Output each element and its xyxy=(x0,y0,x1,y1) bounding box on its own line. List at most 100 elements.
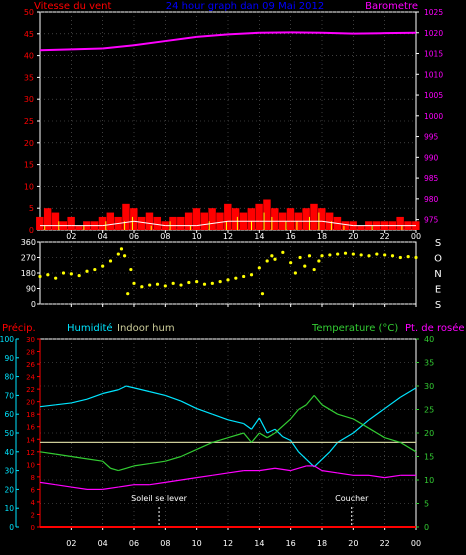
temperature-series xyxy=(39,395,417,472)
wind-dir-point xyxy=(320,254,324,258)
humidity-tick-label: 60 xyxy=(4,410,14,419)
wind-dir-point xyxy=(148,283,152,287)
wind-dir-point xyxy=(77,273,81,278)
humidity-tick-label: 0 xyxy=(9,523,14,532)
humidity-segment xyxy=(126,385,135,389)
wind-dir-point xyxy=(317,259,321,263)
wind-speed-bar xyxy=(192,208,201,230)
wind-dir-point xyxy=(210,281,214,285)
wind-dir-point xyxy=(303,264,307,268)
dew_point-segment xyxy=(384,474,401,479)
wind-speed-bar xyxy=(263,199,271,230)
wind-speed-bar xyxy=(224,203,232,230)
dew_point-segment xyxy=(102,486,119,490)
wind-dir-point xyxy=(265,259,269,263)
temperature-segment xyxy=(368,427,385,439)
wind-dir-point xyxy=(132,281,136,285)
wind-speed-bar xyxy=(318,208,326,230)
humidity-segment xyxy=(243,423,252,430)
wind-dir-point xyxy=(367,254,371,258)
wind-dir-point xyxy=(85,269,89,273)
temperature-segment xyxy=(165,455,182,462)
wind-speed-bar xyxy=(357,225,365,230)
wind-dir-point xyxy=(202,282,207,286)
wind-speed-bar xyxy=(341,221,350,230)
wind-speed-bar xyxy=(200,212,209,230)
temperature-segment xyxy=(337,413,354,420)
precip-tick-label: 2 xyxy=(31,511,35,519)
wind-dir-point xyxy=(129,267,133,272)
wind-dir-tick-label: 0 xyxy=(31,300,36,309)
wind-dir-tick-label: 270 xyxy=(21,254,36,263)
humidity-tick-label: 70 xyxy=(4,391,14,400)
baro-tick-label: 1005 xyxy=(424,91,443,100)
baro-tick-label: 995 xyxy=(424,133,439,142)
wind-speed-bar xyxy=(396,216,404,230)
x-tick-label: 14 xyxy=(254,232,264,241)
wind-speed-bar xyxy=(286,208,295,230)
wind-dir-point xyxy=(242,274,246,279)
x-tick-label: 10 xyxy=(192,539,202,548)
barometer-series xyxy=(39,31,417,52)
x-tick-label: 00 xyxy=(411,232,421,241)
temperature-segment xyxy=(227,432,244,439)
precip-tick-label: 24 xyxy=(26,374,35,382)
wind-speed-bar xyxy=(67,216,75,230)
dew_point-segment xyxy=(368,474,385,479)
wind-speed-bar xyxy=(153,216,162,230)
humidity-segment xyxy=(251,417,260,430)
baro-tick-label: 1010 xyxy=(424,70,443,79)
x-tick-label: 04 xyxy=(98,232,108,241)
wind-dir-point xyxy=(226,278,230,282)
temp-tick-label: 30 xyxy=(424,382,434,391)
baro-tick-label: 980 xyxy=(424,195,439,204)
x-tick-label: 20 xyxy=(348,539,358,548)
wind-dir-tick-label: 90 xyxy=(26,285,36,294)
precip-tick-label: 20 xyxy=(26,399,35,407)
humidity-label: Humidité xyxy=(67,322,113,334)
dew_point-segment xyxy=(313,465,323,472)
sun-event-label: Soleil se lever xyxy=(131,494,188,503)
humidity-segment xyxy=(282,436,291,442)
hum-temp-panel: 02 04 06 08 10 12 14 16 18 20 22 00 010203040506070… xyxy=(0,322,465,548)
barometer-segment xyxy=(133,40,166,47)
humidity-segment xyxy=(352,419,370,434)
temperature-segment xyxy=(180,448,197,458)
humidity-segment xyxy=(298,451,307,460)
wind-dir-point xyxy=(108,259,113,263)
wind-speed-bar xyxy=(137,216,146,230)
x-tick-label: 20 xyxy=(348,232,358,241)
wind-tick-label: 15 xyxy=(24,161,34,170)
wind-speed-bar xyxy=(106,212,115,230)
wind-speed-bar xyxy=(43,208,52,230)
wind-dir-point xyxy=(260,292,265,296)
chart-title: 24 hour graph dan 09 Mai 2012 xyxy=(166,1,325,12)
wind_avg-segment xyxy=(133,220,166,227)
wind_gust-series xyxy=(44,212,403,230)
wind-speed-bar xyxy=(75,225,83,230)
temperature-segment xyxy=(266,432,276,439)
wind-speed-bar xyxy=(177,216,185,230)
wind-dir-axis-ticks: 0 90 180 270 360 xyxy=(21,238,40,309)
temp-axis-ticks: 0 5 10 15 20 25 30 35 40 xyxy=(416,335,434,532)
wind_avg-segment xyxy=(102,220,135,227)
precip-tick-label: 16 xyxy=(26,424,35,432)
temperature-segment xyxy=(196,441,213,450)
wind-dir-point xyxy=(351,252,355,256)
temperature-segment xyxy=(55,453,72,458)
wind-speed-bar xyxy=(255,203,263,230)
barometer-label: Barometre xyxy=(365,1,418,12)
x-tick-label: 18 xyxy=(317,232,327,241)
wind-tick-label: 0 xyxy=(29,226,34,235)
temperature-segment xyxy=(71,455,88,460)
temperature-segment xyxy=(384,437,401,443)
wind-dir-point xyxy=(281,250,285,254)
wind_avg-segment xyxy=(196,220,229,227)
x-tick-label: 06 xyxy=(129,539,139,548)
wind-speed-bar xyxy=(51,212,60,230)
wind-dir-point xyxy=(270,254,274,258)
dew_point-segment xyxy=(118,484,135,488)
baro-tick-label: 1025 xyxy=(424,8,443,17)
dew_point-segment xyxy=(227,470,244,474)
